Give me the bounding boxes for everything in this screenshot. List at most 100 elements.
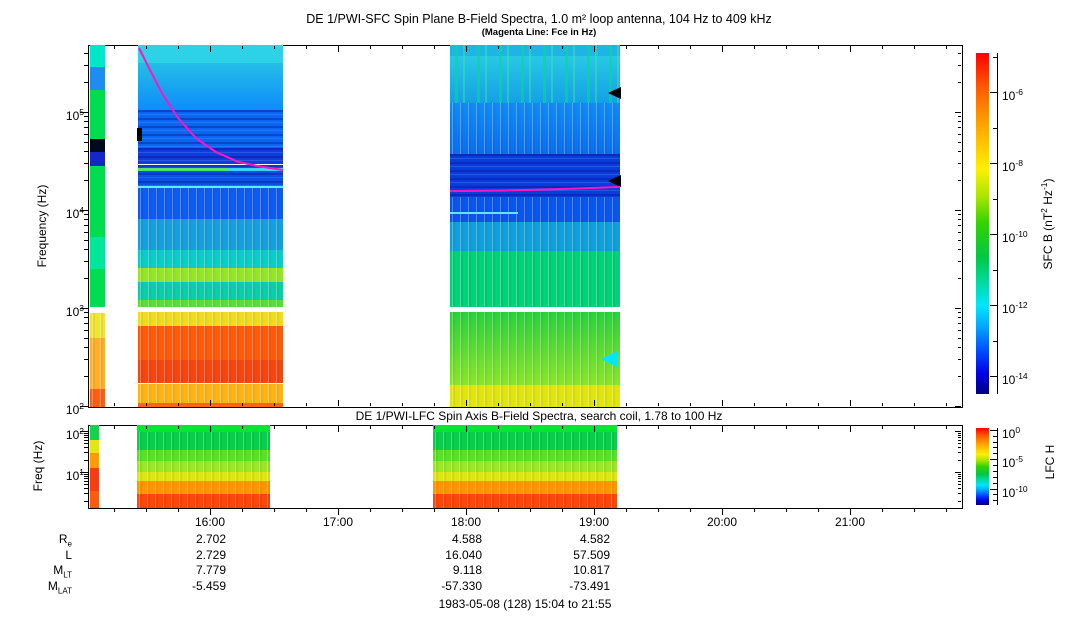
time-tick [242, 509, 243, 512]
spectrogram-band [138, 282, 283, 301]
emission-line [138, 185, 283, 189]
spectrogram-band [450, 385, 620, 407]
time-tick [210, 426, 211, 432]
spectrogram-band [138, 148, 283, 165]
freq-minor-tick [84, 116, 88, 117]
spectrogram-band [137, 472, 271, 481]
freq-tick [80, 472, 88, 473]
freq-minor-tick [84, 443, 88, 444]
time-tick [242, 46, 243, 49]
colorbar-minor-tick [993, 453, 997, 454]
freq-tick-label: 103 [38, 300, 84, 319]
time-tick [658, 426, 659, 429]
freq-minor-tick [84, 134, 88, 135]
superscript: -1 [1039, 182, 1049, 191]
time-tick [178, 509, 179, 512]
label-text: ) [1041, 178, 1055, 183]
freq-minor-tick [958, 376, 961, 377]
date-range-label: 1983-05-08 (128) 15:04 to 21:55 [438, 597, 612, 611]
spectrogram-band [90, 269, 106, 307]
freq-minor-tick [958, 82, 961, 83]
spectrogram-band [432, 449, 618, 461]
time-tick [242, 426, 243, 429]
spectrogram-band [90, 66, 106, 91]
freq-minor-tick [958, 476, 961, 477]
colorbar-tick-label: 10-5 [1002, 451, 1023, 470]
freq-tick [955, 210, 961, 211]
lfc-colorbar-gradient [976, 428, 989, 505]
freq-minor-tick [84, 501, 88, 502]
freq-minor-tick [958, 347, 961, 348]
spectrogram-band [138, 45, 283, 64]
freq-minor-tick [84, 330, 88, 331]
time-tick [338, 46, 339, 52]
freq-minor-tick [84, 249, 88, 250]
colorbar-tick [990, 489, 997, 490]
freq-minor-tick [958, 481, 961, 482]
tick-label-base: 10 [1002, 302, 1016, 316]
time-tick [402, 509, 403, 512]
tick-label-exponent: -8 [1015, 158, 1023, 168]
time-tick [594, 46, 595, 52]
time-tick [882, 403, 883, 406]
time-tick [658, 509, 659, 512]
freq-minor-tick [84, 435, 88, 436]
emission-line [138, 168, 228, 172]
colorbar-minor-tick [993, 57, 997, 58]
time-tick [626, 426, 627, 429]
freq-tick-label: 101 [38, 464, 84, 483]
spectrogram-band [90, 453, 100, 469]
tick-label-exponent: 2 [79, 401, 84, 411]
ephemeris-label-main: M [47, 579, 58, 593]
time-tick [370, 403, 371, 406]
sfc-y-axis-label: Frequency (Hz) [35, 184, 49, 268]
colorbar-tick-label: 10-12 [1002, 297, 1028, 316]
colorbar-minor-tick [993, 436, 997, 437]
freq-minor-tick [958, 488, 961, 489]
spectrogram-band [90, 312, 106, 339]
freq-minor-tick [84, 225, 88, 226]
hour-label: 20:00 [706, 515, 738, 529]
colorbar-minor-tick [993, 483, 997, 484]
lfc-colorbar-label: LFC H [1043, 445, 1057, 480]
time-tick [882, 46, 883, 49]
freq-minor-tick [958, 460, 961, 461]
time-tick [914, 509, 915, 512]
colorbar-tick [990, 163, 997, 164]
time-tick [146, 46, 147, 49]
time-tick [530, 426, 531, 429]
colorbar-tick [990, 92, 997, 93]
sfc-panel-title: DE 1/PWI-SFC Spin Plane B-Field Spectra,… [306, 12, 772, 26]
data-marker-triangle [608, 86, 621, 99]
spectrogram-band [90, 90, 106, 140]
time-tick [626, 403, 627, 406]
ephemeris-value: -57.330 [441, 579, 482, 593]
time-tick [690, 403, 691, 406]
spectrogram-band [90, 338, 106, 389]
time-tick [498, 46, 499, 49]
lfc-colorbar-axis [997, 428, 998, 505]
spectrogram-band [137, 480, 271, 494]
label-text: SFC B (nT [1041, 212, 1055, 270]
freq-minor-tick [958, 447, 961, 448]
colorbar-minor-tick [993, 199, 997, 200]
freq-tick [80, 406, 88, 407]
time-tick [946, 403, 947, 406]
spectrogram-band [138, 383, 283, 404]
freq-minor-tick [84, 338, 88, 339]
spectrogram-band [138, 63, 283, 111]
time-tick [402, 46, 403, 49]
colorbar-tick [990, 376, 997, 377]
spectrogram-band [432, 480, 618, 494]
freq-minor-tick [958, 53, 961, 54]
time-tick [402, 403, 403, 406]
tick-label-base: 10 [1002, 231, 1016, 245]
freq-minor-tick [84, 278, 88, 279]
tick-label-base: 10 [65, 469, 80, 483]
colorbar-minor-tick [993, 477, 997, 478]
ephemeris-value: 4.588 [451, 532, 482, 546]
spectrogram-band [450, 312, 620, 386]
freq-minor-tick [84, 65, 88, 66]
freq-minor-tick [958, 440, 961, 441]
tick-label-base: 10 [1002, 427, 1016, 441]
